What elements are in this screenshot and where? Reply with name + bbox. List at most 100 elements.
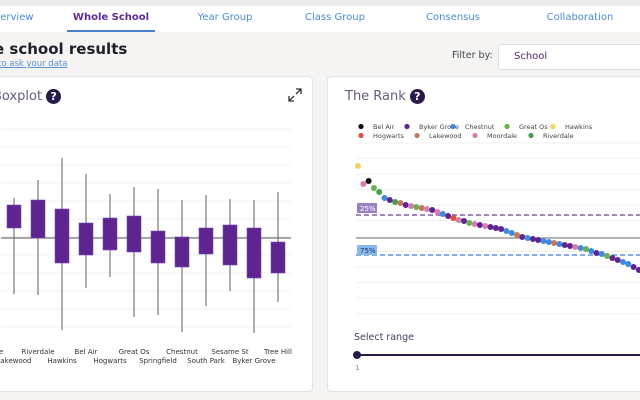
legend-label: Hogwarts [373,132,405,140]
tab-bar: Overview Whole School Year Group Class G… [0,6,640,32]
legend-marker [472,132,478,139]
legend-label: Chestnut [465,123,495,131]
filter-select[interactable]: School [498,44,640,70]
boxplot-title: Boxplot? [0,89,62,104]
rank-point [386,197,393,203]
rank-point [492,225,499,231]
tab-overview[interactable]: Overview [0,12,34,23]
boxplot-card: Boxplot? e Riverdale Bel Air Great Os Chestn… [0,76,313,392]
rank-point [561,242,568,248]
rank-point [598,251,605,257]
legend-label: Byker Grove [419,123,459,131]
legend-label: Riverdale [543,132,574,140]
rank-chart: Bel Air Byker Grove Chestnut Great Os Hawkin… [355,123,640,314]
select-range-label: Select range [354,332,414,343]
rank-point [620,259,626,265]
legend-marker [550,123,556,130]
rank-point [572,244,579,250]
top-strip [0,0,640,6]
rank-point [423,206,430,212]
rank-point [514,232,520,238]
tab-year-group[interactable]: Year Group [197,12,253,23]
x-tick-label: Tree Hill [263,348,292,356]
tab-consensus[interactable]: Consensus [426,12,480,23]
rank-point [588,248,595,254]
rank-point [625,261,632,267]
x-tick-label: South Park [187,357,226,365]
rank-point [476,222,483,228]
rank-point [498,226,505,232]
legend-label: Moordale [487,132,517,140]
rank-point [461,218,467,224]
x-tick-label: Chestnut [166,348,198,356]
rank-point [551,240,558,246]
rank-point [593,250,600,256]
box-hawkins [54,208,70,264]
ask-data-link[interactable]: to ask your data [0,59,68,69]
rank-point [604,253,611,259]
rank-point [535,237,542,243]
x-tick-label: e [0,348,3,356]
tab-whole-school[interactable]: Whole School [67,6,155,32]
legend-marker [450,123,456,130]
range-slider-track[interactable] [358,354,640,356]
legend-marker [358,132,364,139]
rank-point [365,178,372,184]
x-tick-label: Bel Air [75,348,98,356]
legend-label: Great Os [519,123,548,131]
box-hogwarts [102,217,118,251]
rank-point [609,255,616,261]
box-chestnut [174,236,190,268]
legend-label: Bel Air [373,123,395,131]
box-springfield [150,230,166,264]
box-sesame-st [222,224,238,266]
rank-point [376,189,383,195]
x-tick-label: Springfield [139,357,177,365]
box-lakewood [6,204,22,229]
rank-point [418,205,425,211]
legend-label: Lakewood [429,132,462,140]
tab-collaboration[interactable]: Collaboration [546,12,614,23]
rank-point [487,224,494,230]
question-circle-icon[interactable]: ? [46,89,62,104]
legend-marker [504,123,510,130]
tab-class-group[interactable]: Class Group [305,12,365,23]
range-slider-handle[interactable] [353,351,361,359]
expand-icon[interactable] [287,87,303,103]
rank-point [466,220,473,226]
range-min-label: 1 [355,364,360,372]
page-title: e school results [0,40,128,58]
filter-label: Filter by: [452,50,493,61]
rank-point [471,221,478,227]
rank-point [355,163,361,169]
rank-point [360,181,367,187]
question-circle-icon[interactable]: ? [409,89,425,104]
x-tick-label: Great Os [119,348,150,356]
x-tick-label: Byker Grove [232,357,275,365]
legend-marker [404,123,410,130]
rank-card: The Rank? Bel Air Byker Grove Chestnut Grea… [327,76,640,392]
q75-badge [357,245,377,255]
x-tick-label: Hawkins [47,357,77,365]
x-tick-label: Riverdale [22,348,55,356]
rank-point [635,267,640,273]
rank-point [524,235,531,241]
box-bel-air [78,222,94,256]
rank-point [577,245,584,251]
rank-point [429,207,436,213]
rank-point [529,236,536,242]
legend-marker [358,123,364,130]
rank-point [519,234,526,240]
boxplot-chart: e Riverdale Bel Air Great Os Chestnut Sesame … [0,128,292,365]
box-south-park [198,227,214,255]
rank-point [503,228,510,234]
rank-point [381,195,388,201]
rank-point [508,230,515,236]
box-tree-hill [270,241,286,274]
rank-point [413,204,420,210]
rank-point [392,199,399,205]
rank-point [455,217,462,223]
rank-point [614,257,621,263]
rank-point [556,241,563,247]
rank-point [370,185,377,191]
